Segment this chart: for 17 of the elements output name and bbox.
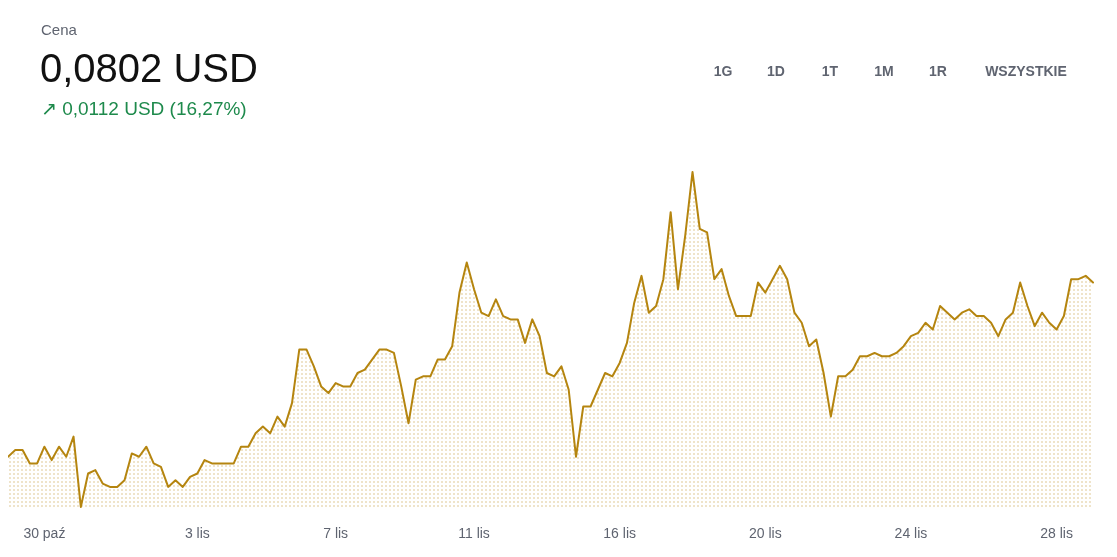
- text: 1T: [821, 63, 839, 79]
- text: 1G: [713, 63, 733, 79]
- chart-title: Cena: [41, 21, 78, 38]
- text: WSZYSTKIE: [985, 63, 1067, 79]
- x-tick-label: 16 lis: [603, 525, 637, 541]
- text: 1D: [767, 63, 785, 79]
- x-tick-label: 3 lis: [184, 525, 210, 541]
- chart-subtitle: 0,0802 USD: [40, 46, 258, 90]
- text: 1M: [874, 63, 894, 79]
- x-tick-label: 7 lis: [323, 525, 349, 541]
- x-tick-label: 11 lis: [458, 525, 490, 541]
- text: ↗ 0,0112 USD (16,27%): [41, 98, 247, 119]
- x-tick-label: 28 lis: [1040, 525, 1073, 541]
- x-tick-label: 20 lis: [748, 525, 782, 541]
- text: 1R: [929, 63, 947, 79]
- x-tick-label: 30 paź: [23, 525, 66, 541]
- x-tick-label: 24 lis: [894, 525, 928, 541]
